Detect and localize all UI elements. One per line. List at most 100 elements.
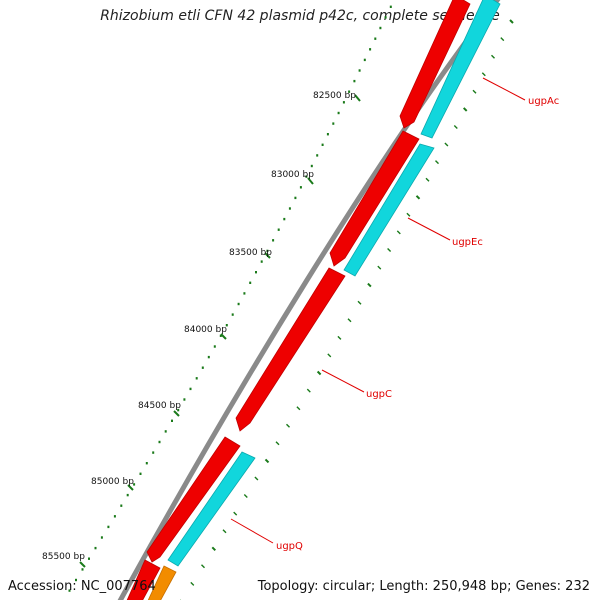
reverse-gene-arrow[interactable]: [343, 143, 435, 277]
minor-tick-dot: [133, 483, 136, 486]
other-gene-arrow[interactable]: [146, 565, 177, 600]
minor-tick-dot: [113, 515, 116, 518]
minor-tick-dot: [316, 154, 319, 157]
minor-tick-dot: [277, 228, 280, 231]
minor-tick-dot: [310, 164, 313, 168]
label-leader-line: [230, 518, 274, 544]
label-leader-line: [407, 217, 451, 241]
minor-tick-dot: [107, 525, 110, 529]
inner-tick-mark: [453, 125, 458, 129]
minor-tick-dot: [195, 377, 198, 380]
major-tick-84000: [220, 333, 227, 340]
minor-tick-dot: [337, 111, 340, 115]
inner-tick-mark: [415, 195, 421, 200]
minor-tick-dot: [389, 5, 392, 8]
forward-gene-arrow[interactable]: [125, 559, 161, 600]
minor-tick-dot: [363, 58, 366, 62]
inner-tick-mark: [306, 388, 311, 393]
tick-label: 82500 bp: [313, 91, 356, 101]
minor-tick-dot: [171, 419, 173, 422]
map-title: Rhizobium etli CFN 42 plasmid p42c, comp…: [100, 8, 500, 24]
minor-tick-dot: [321, 143, 324, 146]
inner-tick-mark: [491, 54, 495, 59]
minor-tick-dot: [237, 302, 240, 306]
forward-gene-arrow[interactable]: [329, 130, 420, 267]
minor-tick-dot: [348, 90, 351, 93]
reverse-gene-arrow[interactable]: [420, 0, 501, 139]
forward-gene-arrow[interactable]: [146, 436, 241, 563]
minor-tick-dot: [81, 568, 84, 571]
reverse-gene-arrow[interactable]: [167, 451, 256, 567]
tick-label: 83000 bp: [271, 170, 314, 180]
minor-tick-dot: [374, 37, 377, 40]
minor-tick-dot: [231, 313, 234, 316]
minor-tick-dot: [75, 578, 77, 582]
minor-tick-dot: [369, 48, 372, 51]
major-tick-82500: [354, 94, 361, 102]
inner-tick-mark: [367, 282, 372, 288]
minor-tick-dot: [120, 504, 123, 507]
reverse-strand-genes: [146, 0, 501, 600]
tick-label: 85000 bp: [91, 477, 134, 487]
inner-tick-mark: [509, 19, 514, 24]
inner-tick-mark: [444, 142, 449, 147]
minor-tick-dot: [255, 271, 257, 274]
gene-label-ugpQ[interactable]: ugpQ: [276, 541, 303, 552]
forward-strand-genes: [125, 0, 471, 600]
minor-tick-dot: [305, 175, 308, 178]
minor-tick-dot: [145, 462, 148, 465]
inner-tick-mark: [275, 441, 280, 446]
minor-tick-dot: [288, 207, 291, 210]
forward-gene-arrow[interactable]: [235, 267, 346, 432]
minor-tick-dot: [332, 122, 335, 125]
minor-tick-dot: [384, 16, 387, 19]
inner-tick-mark: [377, 265, 382, 270]
gene-label-ugpEc[interactable]: ugpEc: [452, 237, 483, 248]
minor-tick-dot: [272, 239, 275, 242]
minor-tick-dot: [158, 440, 161, 444]
major-tick-83000: [307, 177, 314, 185]
map-summary: Topology: circular; Length: 250,948 bp; …: [257, 579, 590, 594]
forward-gene-arrow[interactable]: [399, 0, 471, 129]
minor-tick-dot: [126, 493, 129, 497]
minor-tick-dot: [207, 355, 210, 359]
inner-tick-mark: [264, 458, 270, 464]
tick-label: 83500 bp: [229, 248, 272, 258]
minor-tick-dot: [294, 196, 297, 200]
inner-tick-mark: [347, 318, 352, 323]
minor-ticks: [68, 5, 392, 592]
inner-tick-mark: [462, 107, 468, 112]
minor-tick-dot: [358, 69, 361, 72]
inner-tick-mark: [201, 564, 205, 569]
inner-tick-mark: [233, 511, 238, 516]
tick-labels: 82500 bp 83000 bp 83500 bp 84000 bp 8450…: [42, 91, 356, 562]
tick-label: 84000 bp: [184, 325, 227, 335]
minor-tick-dot: [260, 260, 263, 263]
inner-tick-mark: [472, 89, 477, 94]
minor-tick-dot: [379, 26, 382, 30]
minor-tick-dot: [183, 398, 186, 401]
gene-label-ugpAc[interactable]: ugpAc: [528, 96, 559, 107]
inner-tick-mark: [286, 423, 290, 428]
inner-tick-mark: [296, 406, 301, 411]
minor-tick-dot: [225, 324, 228, 327]
minor-tick-dot: [213, 345, 216, 348]
minor-tick-dot: [299, 186, 302, 189]
inner-tick-mark: [243, 494, 248, 498]
label-leader-line: [321, 369, 365, 393]
minor-tick-dot: [243, 292, 246, 295]
major-tick-85000: [127, 484, 134, 491]
inner-tick-mark: [481, 72, 486, 77]
gene-label-ugpC[interactable]: ugpC: [366, 389, 392, 400]
minor-tick-dot: [266, 249, 269, 253]
minor-tick-dot: [88, 557, 90, 560]
gene-labels: ugpAc ugpEc ugpC ugpQ: [230, 77, 559, 552]
inner-tick-mark: [425, 177, 430, 182]
inner-ticks: [180, 19, 514, 600]
tick-label: 84500 bp: [138, 401, 181, 411]
inner-tick-mark: [211, 546, 217, 552]
minor-tick-dot: [139, 472, 142, 475]
inner-tick-mark: [396, 230, 401, 235]
